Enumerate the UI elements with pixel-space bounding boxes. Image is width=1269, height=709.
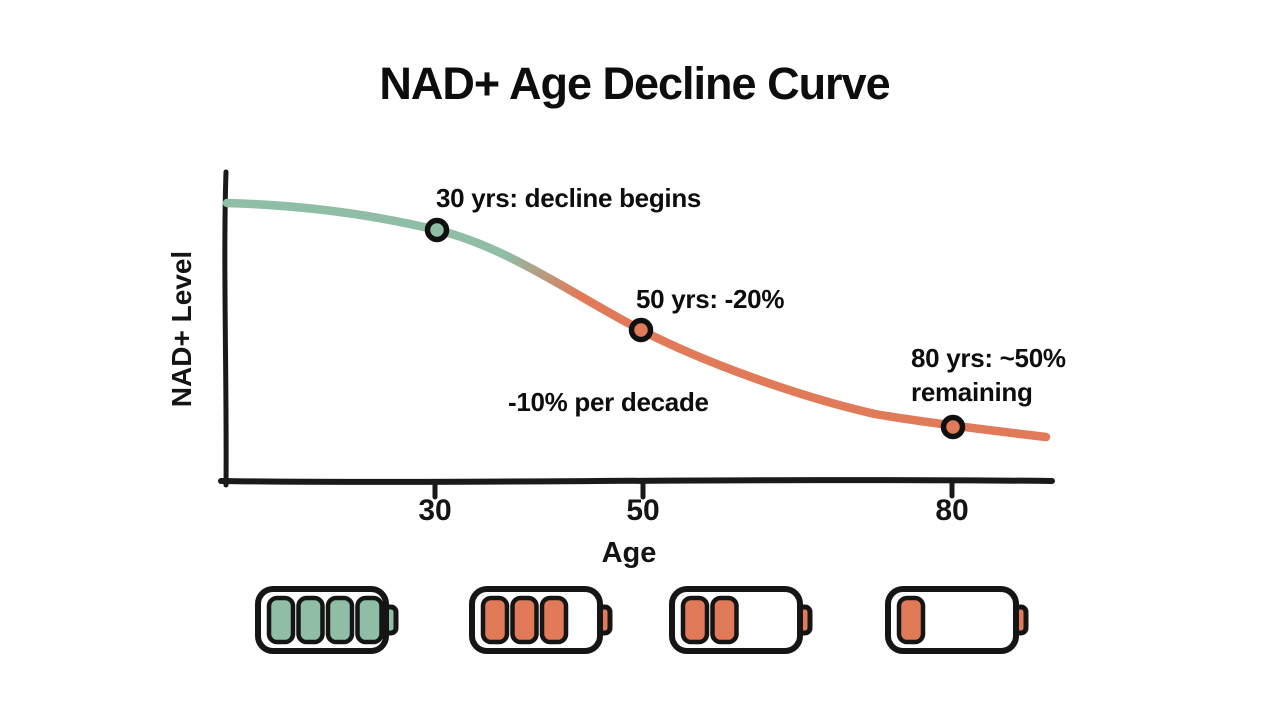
- battery-icon: [669, 586, 813, 654]
- battery-segment: [480, 595, 510, 645]
- battery-segment: [539, 595, 569, 645]
- x-tick-label-80: 80: [935, 494, 969, 527]
- battery-icon: [255, 586, 399, 654]
- y-axis-title: NAD+ Level: [166, 250, 197, 408]
- battery-icon: [469, 586, 613, 654]
- battery-segment: [710, 595, 739, 645]
- x-axis-line: [218, 477, 1055, 485]
- annotation-minus-20pct: 50 yrs: -20%: [636, 284, 785, 314]
- marker-age-50: [628, 317, 654, 343]
- y-axis-line: [222, 169, 229, 488]
- battery-segment: [680, 595, 710, 645]
- battery-segment: [296, 595, 325, 645]
- battery-icon: [885, 586, 1029, 654]
- x-axis-title: Age: [601, 537, 657, 569]
- marker-age-80: [940, 414, 966, 440]
- battery-segment: [266, 595, 296, 645]
- x-tick-label-50: 50: [626, 494, 660, 527]
- annotation-decline-begins: 30 yrs: decline begins: [436, 183, 702, 213]
- battery-segment: [896, 595, 926, 645]
- battery-segment: [510, 595, 539, 645]
- marker-age-30: [424, 217, 450, 243]
- page-title: NAD+ Age Decline Curve: [379, 58, 890, 109]
- battery-row: [255, 586, 1029, 654]
- annotation-50pct-remaining: 80 yrs: ~50% remaining: [911, 343, 1066, 407]
- battery-segment: [325, 595, 355, 645]
- x-tick-label-30: 30: [418, 494, 452, 527]
- battery-segment: [355, 595, 384, 645]
- annotation-rate-per-decade: -10% per decade: [508, 387, 709, 417]
